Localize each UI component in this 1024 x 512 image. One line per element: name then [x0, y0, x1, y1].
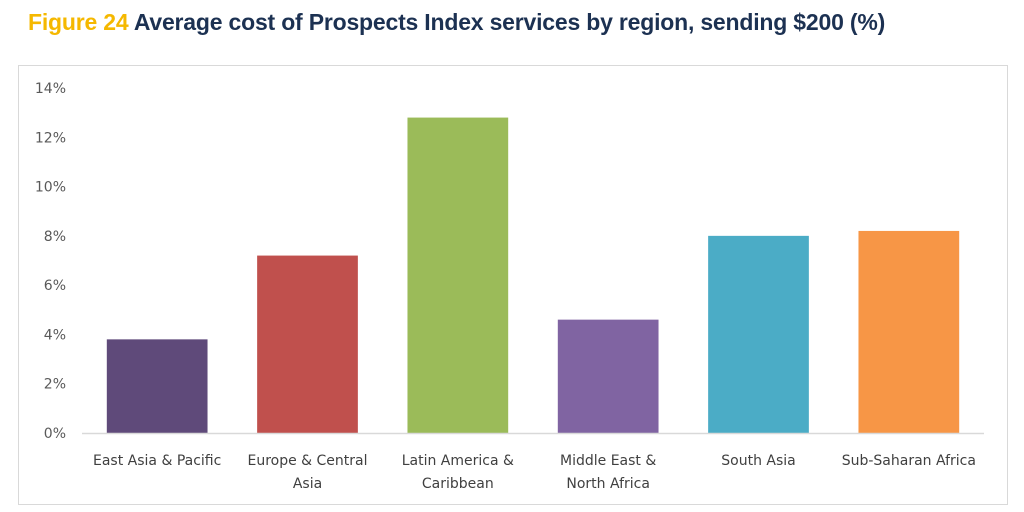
figure-title: Average cost of Prospects Index services… [133, 9, 886, 35]
y-tick-label: 4% [44, 327, 66, 343]
x-tick-label: South Asia [721, 453, 795, 469]
bar-sub-saharan-africa [858, 230, 960, 433]
y-tick-label: 12% [35, 130, 66, 146]
bar-middle-east-north-africa [557, 319, 659, 433]
y-tick-label: 8% [44, 229, 66, 245]
bar-south-asia [708, 235, 809, 433]
y-tick-label: 0% [44, 426, 66, 442]
y-tick-label: 10% [35, 180, 66, 196]
figure-label: Figure 24 [28, 9, 129, 35]
y-tick-label: 6% [44, 278, 66, 294]
y-tick-label: 2% [44, 377, 66, 393]
chart-title: Figure 24 Average cost of Prospects Inde… [28, 9, 885, 36]
chart-frame [18, 65, 1008, 505]
x-tick-label: Middle East & North Africa [560, 453, 656, 492]
y-tick-label: 14% [35, 81, 66, 97]
bar-latin-america-caribbean [407, 117, 509, 434]
x-tick-label: East Asia & Pacific [93, 453, 221, 469]
bar-europe-central-asia [257, 255, 358, 433]
x-tick-label: Sub-Saharan Africa [842, 453, 976, 469]
x-tick-label: Europe & Central Asia [247, 453, 367, 492]
bar-east-asia-pacific [106, 339, 208, 433]
x-tick-label: Latin America & Caribbean [402, 453, 514, 492]
